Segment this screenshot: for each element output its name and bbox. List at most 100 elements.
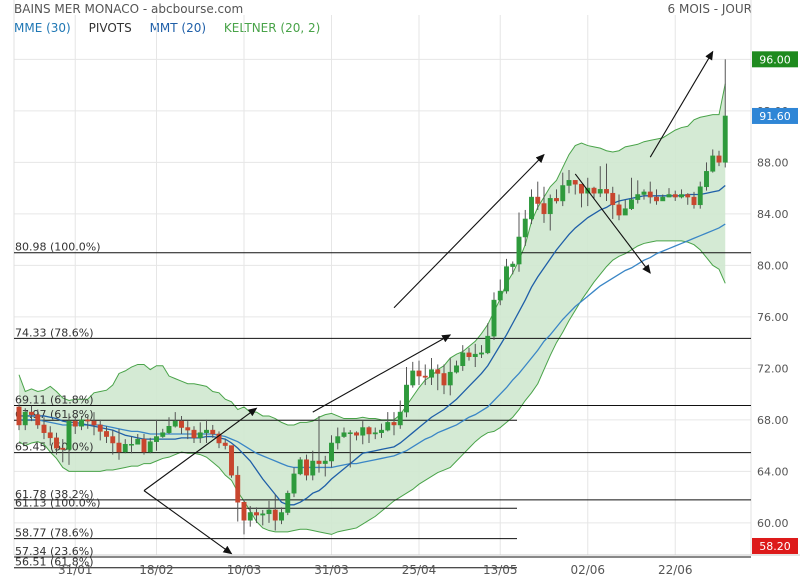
candle-body [435, 369, 441, 374]
candle-body [710, 155, 716, 172]
candle-body [322, 460, 328, 464]
candle [710, 149, 716, 173]
candle-body [404, 384, 409, 413]
candle-body [422, 375, 428, 378]
candle-body [522, 218, 528, 238]
candle [554, 189, 559, 204]
candle [316, 415, 322, 473]
candle-body [360, 427, 366, 436]
price-badge-bg [752, 537, 798, 554]
keltner-upper-line [18, 83, 726, 426]
candle [85, 415, 91, 429]
candle-body [341, 432, 347, 437]
candle [547, 194, 553, 231]
candle [447, 358, 453, 396]
candle-body [272, 509, 278, 521]
candle-body [147, 441, 153, 453]
candle [16, 404, 22, 431]
candle-body [135, 438, 141, 445]
candle [104, 426, 109, 443]
candle-body [329, 442, 334, 462]
candle-body [641, 191, 647, 195]
candle [22, 408, 28, 431]
candle [285, 490, 291, 516]
trend-arrow [143, 490, 233, 555]
candle-body [129, 444, 134, 446]
candle-body [441, 373, 447, 386]
candle-body [610, 192, 616, 206]
candle [154, 419, 159, 451]
candle-body [47, 432, 53, 439]
candle-body [622, 208, 628, 216]
candle-body [354, 432, 359, 436]
candle [647, 181, 653, 204]
candle [185, 421, 191, 440]
pivot-label: 80.98 (100.0%) [15, 241, 101, 254]
pivot-label: 56.51 (61.8%) [15, 556, 94, 569]
candle-body [204, 429, 209, 433]
candle-body [722, 115, 728, 163]
candle-body [160, 432, 166, 437]
candle [166, 417, 172, 434]
keltner-lower-line [18, 240, 726, 535]
legend-item-mmt[interactable]: MMT (20) [149, 21, 207, 35]
trend-arrows [143, 50, 714, 555]
moving-averages [19, 184, 726, 506]
candle-body [460, 352, 466, 366]
candle [291, 467, 297, 498]
candle [572, 180, 578, 195]
candle [535, 181, 541, 210]
trend-arrow [574, 173, 651, 274]
candle-body [466, 352, 472, 357]
candle [510, 261, 516, 275]
candle-body [591, 187, 597, 194]
candle-body [122, 444, 128, 453]
x-tick-label: 13/05 [483, 563, 518, 577]
keltner-band-fill [19, 83, 726, 535]
candle [222, 439, 228, 450]
candle [72, 415, 78, 434]
candle-body [179, 420, 184, 428]
legend-item-keltner[interactable]: KELTNER (20, 2) [223, 21, 321, 35]
y-axis: 60.00 64.00 68.00 72.00 76.00 80.00 84.00 88.00… [757, 53, 789, 530]
candle-body [29, 411, 34, 415]
trend-arrow [312, 334, 452, 413]
price-badge-label: 91.60 [759, 110, 791, 123]
candle [429, 358, 434, 386]
candle-body [379, 429, 384, 433]
candle [385, 412, 391, 432]
candle [679, 189, 684, 199]
candle-body [716, 155, 722, 163]
candle [622, 199, 628, 216]
trend-arrow [393, 153, 545, 309]
candle [210, 424, 216, 438]
candle [641, 189, 647, 200]
candle-body [454, 365, 459, 373]
candle-body [516, 236, 522, 265]
legend-item-pivots[interactable]: PIVOTS [88, 21, 132, 35]
candle [591, 186, 597, 199]
candle-body [560, 185, 566, 202]
candle-body [191, 429, 197, 439]
candle-body [229, 445, 234, 476]
candle [341, 427, 347, 438]
candle [229, 445, 234, 478]
candle [629, 177, 634, 210]
candle [660, 194, 666, 202]
candle-body [491, 299, 497, 337]
candle-body [141, 438, 147, 453]
candle-body [60, 447, 66, 450]
legend-item-mme[interactable]: MME (30) [14, 21, 71, 35]
price-badge-label: 58.20 [759, 540, 791, 553]
candle-body [91, 420, 97, 426]
candle-body [347, 432, 353, 434]
y-tick-label: 64.00 [757, 465, 789, 478]
candle [541, 186, 547, 223]
pivot-label: 58.77 (78.6%) [15, 527, 94, 540]
candle-body [672, 194, 678, 198]
candle [716, 150, 722, 167]
pivot-label: 61.13 (100.0%) [15, 496, 101, 509]
candle-body [410, 370, 416, 386]
candle-body [72, 420, 78, 427]
